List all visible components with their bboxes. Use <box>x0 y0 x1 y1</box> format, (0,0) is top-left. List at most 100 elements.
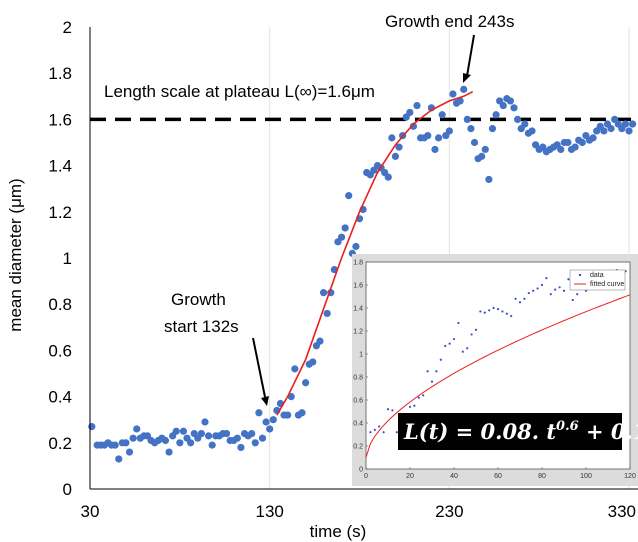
inset-data-point <box>527 291 530 295</box>
y-tick-label: 0.6 <box>48 341 72 360</box>
main-data-points <box>88 85 637 463</box>
data-point <box>481 145 489 154</box>
inset-data-point <box>540 283 544 287</box>
inset-data-point <box>510 314 513 318</box>
equation-text: L(t) = 0.08. t0.6 + 0.1 <box>403 419 638 444</box>
data-point <box>319 289 328 297</box>
data-point <box>445 127 453 135</box>
data-point <box>248 429 256 438</box>
data-point <box>287 393 295 401</box>
data-point <box>528 127 536 135</box>
data-point <box>409 122 418 130</box>
data-point <box>460 85 468 93</box>
data-point <box>391 152 400 160</box>
data-point <box>413 101 421 110</box>
data-point <box>298 409 306 417</box>
inset-fitted-curve <box>365 294 631 458</box>
data-point <box>115 455 123 463</box>
data-point <box>284 411 292 419</box>
data-point <box>176 439 184 447</box>
inset-data-point <box>391 409 394 412</box>
x-axis-title: time (s) <box>310 522 367 541</box>
inset-x-tick-label: 60 <box>494 473 502 480</box>
inset-data-point <box>448 342 451 345</box>
inset-tick-labels: 0 0.2 0.4 0.6 0.8 1 1.2 1.4 1.6 1.8 0 20 40 60 80 100 12… <box>353 260 636 481</box>
data-point <box>449 90 457 98</box>
inset-data-point <box>373 428 376 431</box>
inset-y-tick-label: 0.8 <box>353 375 363 382</box>
inset-data-point <box>452 337 456 341</box>
data-point <box>478 152 486 160</box>
data-point <box>323 309 331 318</box>
equation-box: L(t) = 0.08. t0.6 + 0.1 <box>398 413 638 450</box>
data-point <box>255 409 263 417</box>
data-point <box>424 131 432 140</box>
data-point <box>111 441 119 449</box>
inset-x-tick-label: 120 <box>624 473 636 480</box>
data-point <box>506 97 515 105</box>
inset-data-point <box>417 396 420 399</box>
data-point <box>161 436 170 445</box>
inset-legend-box <box>569 269 626 291</box>
arrow-growth-start <box>252 337 266 398</box>
inset-data-point <box>461 350 464 353</box>
inset-data-point <box>395 431 398 434</box>
inset-data-point <box>523 297 526 300</box>
inset-data-point <box>422 394 425 397</box>
data-point <box>456 97 464 105</box>
inset-data-point <box>496 308 500 311</box>
data-point <box>625 127 633 135</box>
inset-data-point <box>554 288 557 291</box>
data-point <box>434 134 443 142</box>
data-point <box>463 115 471 123</box>
data-point <box>488 125 497 133</box>
data-point <box>467 125 475 133</box>
inset-y-tick-label: 0.4 <box>353 421 363 428</box>
data-point <box>316 337 324 345</box>
inset-data-point <box>382 431 385 434</box>
data-point <box>122 439 130 447</box>
data-point <box>388 134 396 142</box>
arrow-growth-end-head <box>463 73 471 83</box>
data-point <box>204 432 213 440</box>
y-tick-label: 1.4 <box>48 157 72 176</box>
inset-data-point <box>430 380 434 383</box>
inset-y-tick-label: 1.6 <box>353 283 363 290</box>
data-point <box>514 115 522 123</box>
y-tick-label: 1.6 <box>48 110 72 129</box>
equation-background <box>398 413 622 450</box>
inset-data-point <box>567 278 570 281</box>
data-point <box>578 138 586 147</box>
data-point <box>187 439 195 447</box>
inset-data-point <box>479 310 482 313</box>
inset-data-point <box>457 321 460 325</box>
inset-data-point <box>536 287 539 290</box>
data-point <box>395 143 403 151</box>
inset-y-tick-label: 0.6 <box>353 398 363 405</box>
inset-data-point <box>378 425 381 428</box>
x-tick-label: 30 <box>81 502 100 521</box>
inset-x-tick-label: 40 <box>450 473 458 480</box>
data-point <box>125 448 134 456</box>
inset-data-point <box>492 306 495 310</box>
data-point <box>510 104 518 112</box>
data-point <box>571 143 579 151</box>
y-tick-label: 1.2 <box>48 203 72 222</box>
data-point <box>345 192 353 200</box>
inset-y-tick-label: 0 <box>359 467 363 474</box>
inset-chart: 0 0.2 0.4 0.6 0.8 1 1.2 1.4 1.6 1.8 0 20 40 60 80 100 12… <box>352 254 638 486</box>
data-point <box>485 175 493 184</box>
inset-data-point <box>444 344 447 348</box>
data-point <box>133 425 141 433</box>
data-point <box>201 418 209 426</box>
inset-y-tick-label: 1.8 <box>353 260 363 267</box>
inset-data-point <box>518 301 522 304</box>
fitted-curve-line <box>276 90 474 416</box>
data-point <box>88 423 96 431</box>
data-point <box>302 379 310 387</box>
data-point <box>352 242 360 251</box>
data-point <box>129 434 137 442</box>
data-point <box>341 224 349 232</box>
data-point <box>470 138 479 147</box>
data-point <box>197 429 205 438</box>
